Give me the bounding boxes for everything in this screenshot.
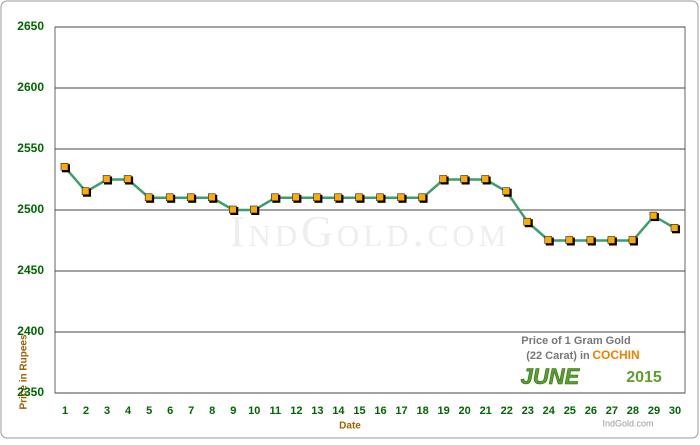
x-tick-label: 26 <box>585 405 597 417</box>
x-tick-label: 8 <box>209 405 215 417</box>
marker <box>460 175 468 183</box>
x-tick-label: 4 <box>125 405 132 417</box>
marker <box>165 193 174 202</box>
marker <box>271 193 279 202</box>
watermark: IndGold.com <box>230 207 511 256</box>
y-tick-label: 2600 <box>17 80 44 94</box>
marker <box>123 175 132 183</box>
x-tick-label: 19 <box>437 405 449 417</box>
caption-year: 2015 <box>626 369 662 386</box>
marker <box>376 193 384 202</box>
x-tick-label: 25 <box>564 405 576 417</box>
y-tick-label: 2500 <box>17 202 44 216</box>
marker <box>418 193 426 202</box>
x-tick-label: 24 <box>543 405 556 417</box>
caption-city: COCHIN <box>592 348 639 362</box>
x-tick-label: 23 <box>522 405 534 417</box>
caption-month: JUNE <box>521 364 581 389</box>
x-tick-label: 2 <box>83 405 89 417</box>
marker <box>60 163 69 171</box>
y-tick-label: 2400 <box>17 324 44 338</box>
x-tick-label: 15 <box>353 405 365 417</box>
x-tick-label: 29 <box>648 405 660 417</box>
x-tick-label: 21 <box>480 405 492 417</box>
marker <box>649 211 658 220</box>
x-tick-label: 3 <box>104 405 110 417</box>
marker <box>102 175 111 183</box>
x-tick-label: 30 <box>669 405 681 417</box>
marker <box>586 236 595 244</box>
x-tick-label: 12 <box>290 405 302 417</box>
marker <box>144 193 153 202</box>
marker <box>670 224 679 232</box>
x-tick-label: 7 <box>188 405 194 417</box>
x-tick-label: 22 <box>501 405 513 417</box>
x-tick-label: 1 <box>62 405 68 417</box>
marker <box>334 193 342 202</box>
x-tick-label: 28 <box>627 405 639 417</box>
x-tick-label: 20 <box>459 405 471 417</box>
x-axis-label: Date <box>339 421 361 432</box>
x-tick-label: 13 <box>311 405 323 417</box>
caption-line: Price of 1 Gram Gold <box>521 335 630 347</box>
marker <box>355 193 363 202</box>
x-tick-label: 9 <box>230 405 236 417</box>
marker <box>229 205 237 214</box>
marker <box>565 236 574 244</box>
marker <box>439 175 447 183</box>
marker <box>250 205 258 214</box>
x-tick-label: 18 <box>416 405 428 417</box>
marker <box>523 217 532 226</box>
site-credit: IndGold.com <box>602 418 653 428</box>
x-tick-label: 16 <box>374 405 386 417</box>
marker <box>544 236 553 244</box>
marker <box>397 193 405 202</box>
x-tick-label: 10 <box>248 405 260 417</box>
y-tick-label: 2450 <box>17 263 44 277</box>
marker <box>313 193 321 202</box>
x-tick-label: 6 <box>167 405 173 417</box>
marker <box>81 187 90 195</box>
y-tick-label: 2650 <box>17 19 44 33</box>
marker <box>207 193 216 202</box>
x-tick-label: 17 <box>395 405 407 417</box>
marker <box>502 187 510 195</box>
caption-line: (22 Carat) in <box>526 350 590 362</box>
x-tick-label: 11 <box>270 405 282 417</box>
y-tick-label: 2350 <box>17 385 44 399</box>
y-tick-label: 2550 <box>17 141 44 155</box>
marker <box>292 193 300 202</box>
y-axis-label: Price in Rupees <box>19 334 30 409</box>
marker <box>481 175 489 183</box>
marker <box>186 193 195 202</box>
x-tick-label: 27 <box>606 405 618 417</box>
x-tick-label: 5 <box>146 405 152 417</box>
marker <box>607 236 616 244</box>
x-tick-label: 14 <box>332 405 345 417</box>
marker <box>628 236 637 244</box>
